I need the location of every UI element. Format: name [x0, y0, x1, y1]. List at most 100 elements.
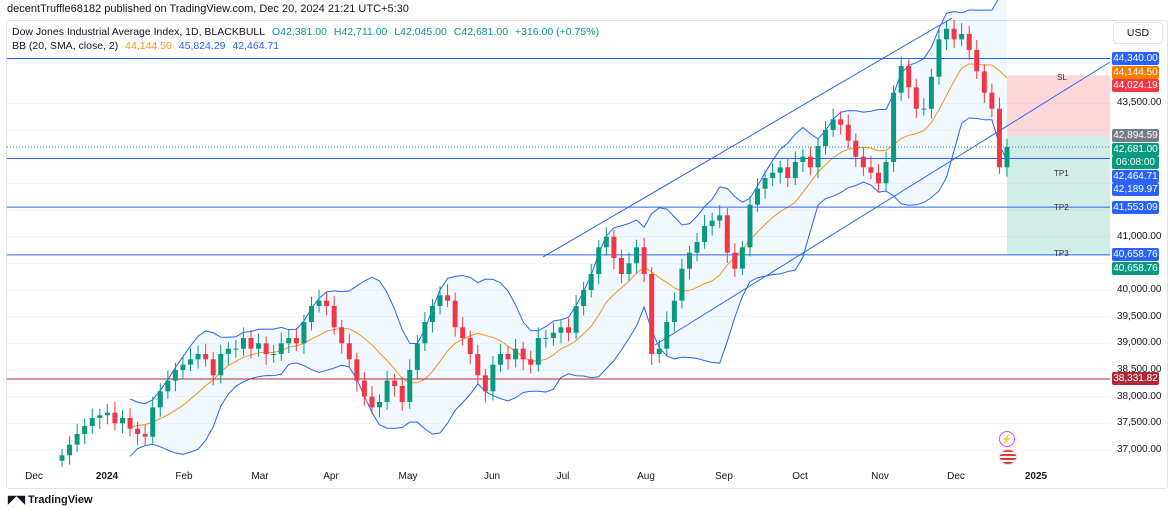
- bb-lower-line: [129, 117, 1008, 457]
- us-flag-icon[interactable]: [999, 449, 1017, 465]
- candle-body: [286, 337, 292, 344]
- candle-body: [717, 215, 723, 221]
- price-tag: 44,340.00: [1112, 52, 1159, 66]
- bb-fill: [130, 0, 1007, 457]
- candle-body: [482, 375, 488, 392]
- time-tick-label: May: [398, 471, 418, 482]
- sl-label: SL: [1057, 73, 1067, 82]
- channel-upper-line: [542, 17, 953, 258]
- candle-body: [823, 130, 829, 147]
- price-tag: 42,681.00: [1112, 142, 1159, 156]
- candle-body: [104, 412, 110, 416]
- candle-body: [777, 167, 783, 173]
- price-tick-label: 38,000.00: [1117, 390, 1162, 402]
- price-tick-label: 38,500.00: [1117, 363, 1162, 375]
- candle-body: [422, 321, 428, 344]
- candle-body: [951, 28, 957, 40]
- candle-body: [535, 337, 541, 365]
- candle-body: [634, 247, 640, 264]
- candle-body: [384, 380, 390, 402]
- candle-body: [452, 300, 458, 328]
- bb-indicator-label[interactable]: BB (20, SMA, close, 2): [12, 40, 119, 52]
- candle-body: [89, 417, 95, 426]
- stop-loss-zone: [1007, 75, 1110, 136]
- candle-body: [664, 321, 670, 349]
- candle-body: [278, 343, 284, 354]
- take-profit-zone: [1007, 135, 1110, 255]
- lightning-icon[interactable]: ⚡: [999, 431, 1015, 447]
- candle-body: [324, 300, 330, 306]
- time-tick-label: Jul: [556, 471, 570, 482]
- candle-body: [747, 204, 753, 248]
- candle-body: [702, 226, 708, 243]
- tradingview-logo-icon: ◤◥: [8, 494, 28, 506]
- chart-legend: Dow Jones Industrial Average Index, 1D, …: [12, 25, 603, 53]
- candle-body: [399, 385, 405, 402]
- candle-body: [853, 140, 859, 157]
- candle-body: [520, 348, 526, 360]
- candle-body: [792, 162, 798, 179]
- candle-body: [97, 415, 103, 418]
- bb-basis-line: [129, 63, 1008, 429]
- time-tick-label: Mar: [251, 471, 269, 482]
- candle-body: [807, 156, 813, 168]
- candle-body: [921, 108, 927, 110]
- candle-body: [724, 215, 730, 253]
- candle-body: [172, 369, 178, 381]
- price-tag: 06:08:00: [1112, 156, 1159, 170]
- candle-body: [346, 343, 352, 360]
- symbol-title[interactable]: Dow Jones Industrial Average Index, 1D, …: [12, 26, 266, 38]
- price-tag: 40,658.76: [1112, 248, 1159, 262]
- price-tag: 44,144.50: [1112, 65, 1159, 79]
- price-tick-label: 43,500.00: [1117, 97, 1162, 109]
- currency-button[interactable]: USD: [1113, 22, 1163, 44]
- candle-body: [785, 167, 791, 179]
- candle-body: [497, 353, 503, 365]
- candle-body: [316, 300, 322, 306]
- candle-body: [845, 124, 851, 141]
- candle-body: [566, 327, 572, 333]
- candle-body: [188, 359, 194, 365]
- candle-body: [581, 290, 587, 306]
- price-tag: 42,894.59: [1112, 129, 1159, 143]
- price-tick-label: 40,000.00: [1117, 284, 1162, 295]
- candle-body: [981, 71, 987, 93]
- change-value: +316.00 (+0.75%): [515, 26, 600, 38]
- candle-body: [686, 252, 692, 269]
- candle-body: [308, 305, 314, 322]
- price-tick-label: 39,500.00: [1117, 310, 1162, 322]
- candle-body: [732, 252, 738, 269]
- candle-body: [331, 305, 337, 328]
- candle-body: [248, 337, 254, 349]
- candle-body: [437, 295, 443, 306]
- candle-body: [649, 274, 655, 354]
- tp2-label: TP2: [1054, 203, 1069, 212]
- candle-body: [815, 146, 821, 168]
- candle-body: [263, 343, 269, 354]
- price-tag: 41,553.09: [1112, 200, 1159, 214]
- candle-body: [996, 108, 1002, 168]
- candle-body: [505, 353, 511, 360]
- candle-body: [467, 337, 473, 354]
- candle-body: [218, 353, 224, 376]
- candle-body: [210, 359, 216, 376]
- candle-body: [195, 353, 201, 360]
- publish-line: decentTruffle68182 published on TradingV…: [7, 3, 409, 15]
- price-tag: 44,024.19: [1112, 79, 1159, 93]
- candle-body: [180, 364, 186, 370]
- candle-body: [679, 268, 685, 301]
- time-tick-label: Nov: [871, 471, 889, 482]
- time-tick-label: Oct: [792, 471, 808, 482]
- candle-body: [694, 242, 700, 253]
- time-tick-label: Dec: [25, 471, 43, 482]
- candle-body: [603, 236, 609, 248]
- candle-body: [414, 343, 420, 370]
- time-tick-label: Sep: [715, 471, 733, 482]
- tradingview-logo[interactable]: ◤◥ TradingView: [8, 493, 93, 506]
- price-tag: 38,331.82: [1112, 372, 1159, 386]
- candle-body: [656, 348, 662, 354]
- bb-upper-value: 45,824.29: [178, 40, 226, 52]
- candle-body: [709, 220, 715, 227]
- candle-body: [127, 417, 133, 429]
